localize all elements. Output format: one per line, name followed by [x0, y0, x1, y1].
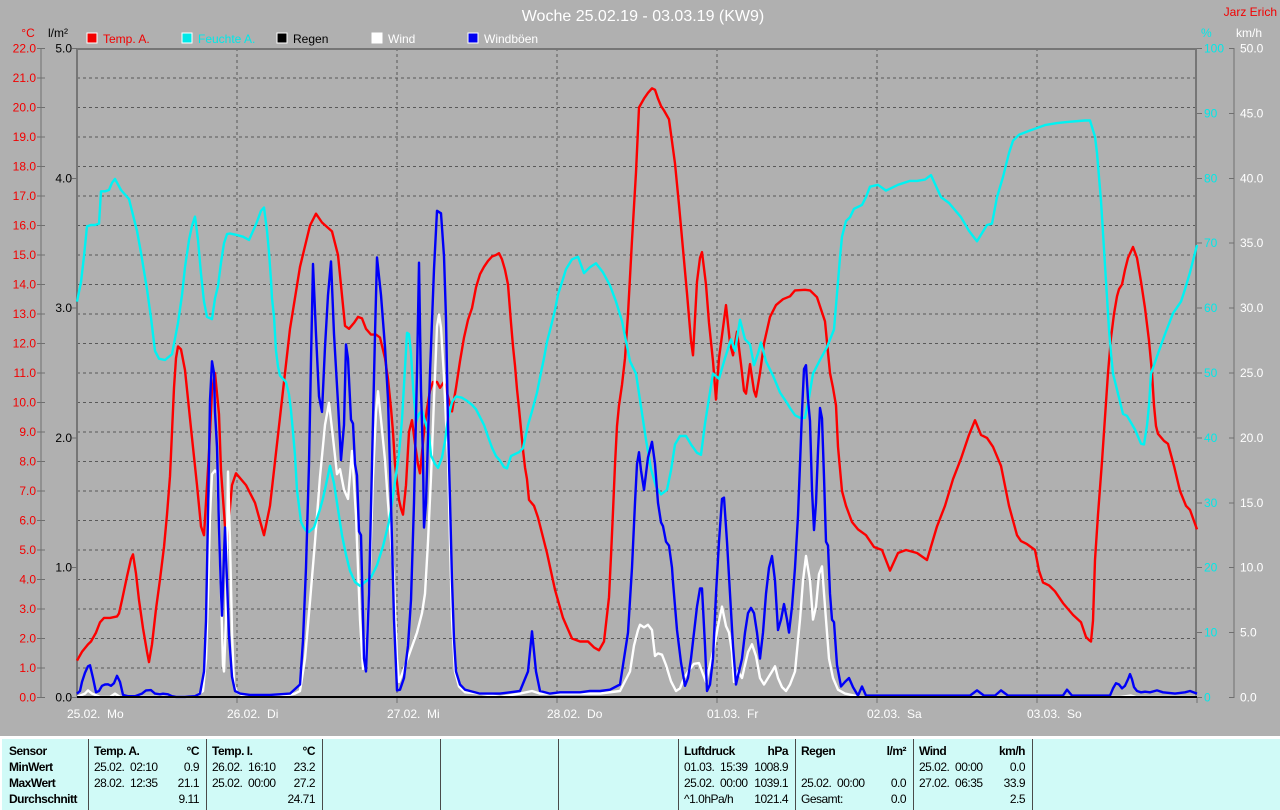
svg-text:16.0: 16.0 — [13, 219, 37, 233]
svg-text:30.0: 30.0 — [1240, 301, 1264, 315]
svg-text:01.03. Fr: 01.03. Fr — [707, 707, 758, 721]
svg-text:Feuchte A.: Feuchte A. — [198, 32, 255, 46]
svg-text:3.0: 3.0 — [55, 301, 72, 315]
svg-text:40.0: 40.0 — [1240, 171, 1264, 185]
svg-text:Regen: Regen — [293, 32, 328, 46]
svg-text:22.0: 22.0 — [13, 42, 37, 56]
svg-text:80: 80 — [1204, 171, 1218, 185]
svg-text:27.02. Mi: 27.02. Mi — [387, 707, 440, 721]
svg-text:2.0: 2.0 — [55, 431, 72, 445]
svg-text:25.02. Mo: 25.02. Mo — [67, 707, 124, 721]
svg-text:4.0: 4.0 — [55, 171, 72, 185]
svg-text:Woche 25.02.19 - 03.03.19 (KW9: Woche 25.02.19 - 03.03.19 (KW9) — [522, 8, 765, 25]
svg-text:l/m²: l/m² — [48, 26, 68, 40]
svg-text:%: % — [1201, 26, 1212, 40]
svg-text:7.0: 7.0 — [19, 484, 36, 498]
svg-text:9.0: 9.0 — [19, 425, 36, 439]
svg-text:50.0: 50.0 — [1240, 42, 1264, 56]
svg-text:Wind: Wind — [388, 32, 415, 46]
svg-text:90: 90 — [1204, 106, 1218, 120]
svg-text:50: 50 — [1204, 366, 1218, 380]
svg-text:Windböen: Windböen — [484, 32, 538, 46]
svg-text:15.0: 15.0 — [1240, 496, 1264, 510]
svg-text:Jarz Erich: Jarz Erich — [1224, 5, 1277, 19]
svg-text:70: 70 — [1204, 236, 1218, 250]
svg-text:60: 60 — [1204, 301, 1218, 315]
svg-text:0.0: 0.0 — [19, 691, 36, 705]
svg-text:26.02. Di: 26.02. Di — [227, 707, 278, 721]
svg-text:35.0: 35.0 — [1240, 236, 1264, 250]
svg-text:20.0: 20.0 — [1240, 431, 1264, 445]
svg-text:°C: °C — [21, 26, 35, 40]
svg-text:2.0: 2.0 — [19, 632, 36, 646]
svg-text:17.0: 17.0 — [13, 189, 37, 203]
svg-text:km/h: km/h — [1236, 26, 1262, 40]
svg-text:40: 40 — [1204, 431, 1218, 445]
svg-text:100: 100 — [1204, 42, 1224, 56]
svg-text:11.0: 11.0 — [14, 366, 37, 380]
svg-text:20: 20 — [1204, 561, 1218, 575]
svg-text:15.0: 15.0 — [13, 248, 37, 262]
svg-text:3.0: 3.0 — [19, 602, 36, 616]
svg-text:10.0: 10.0 — [1240, 561, 1264, 575]
svg-text:6.0: 6.0 — [19, 514, 36, 528]
svg-text:4.0: 4.0 — [19, 573, 36, 587]
svg-text:1.0: 1.0 — [55, 561, 72, 575]
svg-text:25.0: 25.0 — [1240, 366, 1264, 380]
svg-text:19.0: 19.0 — [13, 130, 37, 144]
svg-text:0.0: 0.0 — [55, 691, 72, 705]
svg-text:13.0: 13.0 — [13, 307, 37, 321]
svg-text:0.0: 0.0 — [1240, 691, 1257, 705]
svg-text:0: 0 — [1204, 691, 1211, 705]
svg-text:5.0: 5.0 — [1240, 626, 1257, 640]
svg-text:5.0: 5.0 — [19, 543, 36, 557]
svg-text:5.0: 5.0 — [55, 42, 72, 56]
svg-text:03.03. So: 03.03. So — [1027, 707, 1082, 721]
svg-text:8.0: 8.0 — [19, 455, 36, 469]
svg-text:Temp. A.: Temp. A. — [103, 32, 150, 46]
svg-text:18.0: 18.0 — [13, 160, 37, 174]
svg-text:30: 30 — [1204, 496, 1218, 510]
svg-text:21.0: 21.0 — [13, 71, 37, 85]
svg-text:12.0: 12.0 — [13, 337, 37, 351]
svg-text:20.0: 20.0 — [13, 101, 37, 115]
svg-text:1.0: 1.0 — [19, 661, 36, 675]
svg-text:10: 10 — [1204, 626, 1218, 640]
svg-text:10.0: 10.0 — [13, 396, 37, 410]
svg-text:28.02. Do: 28.02. Do — [547, 707, 603, 721]
svg-text:14.0: 14.0 — [13, 278, 37, 292]
svg-text:45.0: 45.0 — [1240, 106, 1264, 120]
svg-text:02.03. Sa: 02.03. Sa — [867, 707, 922, 721]
